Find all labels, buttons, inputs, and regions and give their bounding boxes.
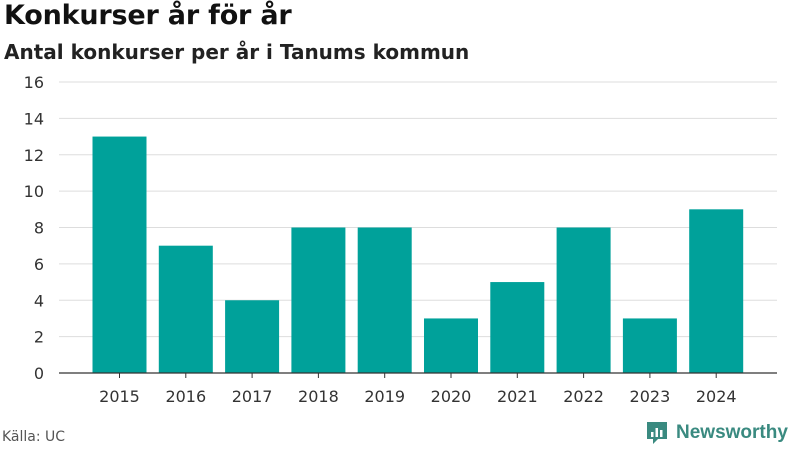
y-tick-label: 6 bbox=[34, 255, 44, 274]
chart-title: Konkurser år för år bbox=[4, 0, 292, 31]
bar-2016 bbox=[158, 245, 213, 373]
x-tick-label: 2021 bbox=[497, 387, 538, 406]
x-tick-label: 2023 bbox=[630, 387, 671, 406]
bar-2021 bbox=[490, 282, 545, 373]
source-note: Källa: UC bbox=[2, 429, 66, 445]
gridlines bbox=[59, 81, 777, 338]
x-tick-label: 2015 bbox=[99, 387, 140, 406]
bar-2020 bbox=[424, 318, 478, 373]
brand-logo: Newsworthy bbox=[645, 420, 788, 446]
y-tick-label: 8 bbox=[34, 219, 44, 238]
y-tick-label: 14 bbox=[24, 109, 44, 128]
bar-2019 bbox=[357, 227, 412, 373]
y-tick-label: 10 bbox=[24, 182, 44, 201]
y-tick-label: 0 bbox=[34, 364, 44, 383]
bar-2018 bbox=[291, 227, 346, 373]
bar-2022 bbox=[556, 227, 611, 373]
x-tick-label: 2020 bbox=[431, 387, 472, 406]
x-tick-label: 2019 bbox=[364, 387, 405, 406]
x-tick-label: 2022 bbox=[563, 387, 604, 406]
y-tick-label: 2 bbox=[34, 328, 44, 347]
x-tick-label: 2017 bbox=[232, 387, 273, 406]
bar-2017 bbox=[225, 300, 280, 373]
bar-2023 bbox=[622, 318, 677, 373]
bar-2024 bbox=[689, 209, 744, 373]
y-tick-label: 4 bbox=[34, 291, 44, 310]
bars bbox=[92, 136, 744, 373]
x-tick-label: 2018 bbox=[298, 387, 339, 406]
brand-name: Newsworthy bbox=[676, 422, 788, 443]
axes: 0 2 4 6 8 10 12 14 16 2015 2016 2017 2018 2019 2020 202… bbox=[24, 73, 777, 406]
y-tick-label: 16 bbox=[24, 73, 44, 92]
chart-subtitle: Antal konkurser per år i Tanums kommun bbox=[4, 40, 470, 64]
newsworthy-logo-icon bbox=[647, 422, 667, 444]
y-tick-label: 12 bbox=[24, 146, 44, 165]
x-tick-label: 2016 bbox=[165, 387, 206, 406]
bar-2015 bbox=[92, 136, 147, 373]
x-tick-label: 2024 bbox=[696, 387, 737, 406]
